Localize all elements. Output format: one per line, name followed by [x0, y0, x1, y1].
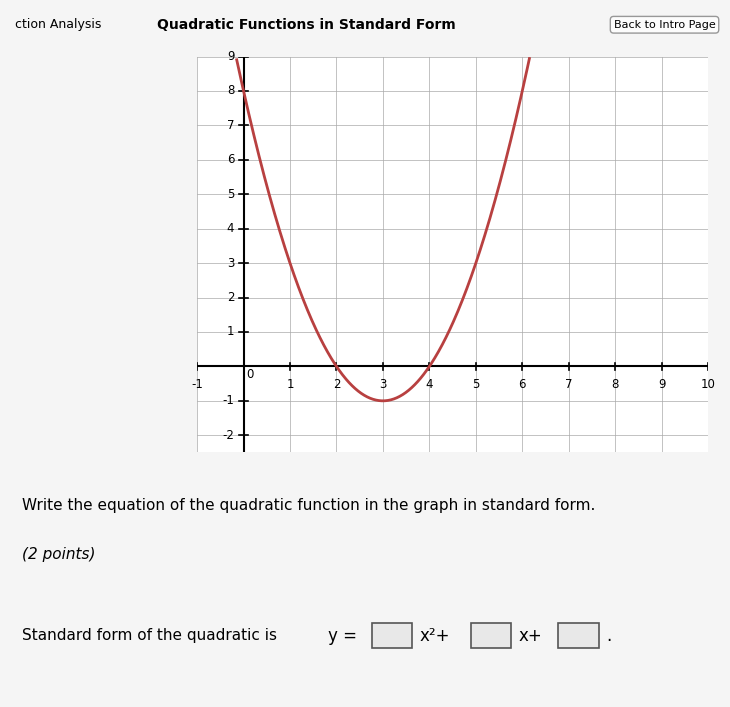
Text: 6: 6 — [227, 153, 234, 166]
Text: 9: 9 — [227, 50, 234, 63]
Text: 7: 7 — [565, 378, 572, 392]
Text: 2: 2 — [227, 291, 234, 304]
Text: 2: 2 — [333, 378, 340, 392]
Text: .: . — [606, 626, 611, 645]
Bar — [372, 623, 412, 648]
Text: 9: 9 — [658, 378, 666, 392]
Text: -1: -1 — [191, 378, 203, 392]
Text: Back to Intro Page: Back to Intro Page — [614, 20, 715, 30]
Text: Quadratic Functions in Standard Form: Quadratic Functions in Standard Form — [157, 18, 456, 32]
Text: Write the equation of the quadratic function in the graph in standard form.: Write the equation of the quadratic func… — [22, 498, 595, 513]
Text: 4: 4 — [227, 222, 234, 235]
Text: 7: 7 — [227, 119, 234, 132]
Text: 5: 5 — [472, 378, 480, 392]
Bar — [471, 623, 511, 648]
Text: -1: -1 — [223, 395, 234, 407]
Text: 5: 5 — [227, 188, 234, 201]
Text: 3: 3 — [379, 378, 387, 392]
Text: ction Analysis: ction Analysis — [15, 18, 101, 31]
Text: 10: 10 — [701, 378, 715, 392]
Text: Standard form of the quadratic is: Standard form of the quadratic is — [22, 629, 282, 643]
Text: 8: 8 — [612, 378, 619, 392]
Text: 1: 1 — [286, 378, 293, 392]
Text: 3: 3 — [227, 257, 234, 269]
Bar — [558, 623, 599, 648]
Text: 6: 6 — [518, 378, 526, 392]
Text: 8: 8 — [227, 85, 234, 98]
Text: 1: 1 — [227, 325, 234, 339]
Text: 0: 0 — [246, 368, 253, 381]
Text: (2 points): (2 points) — [22, 547, 96, 561]
Text: x+: x+ — [518, 626, 542, 645]
Text: 4: 4 — [426, 378, 433, 392]
Text: y =: y = — [328, 626, 358, 645]
Text: x²+: x²+ — [420, 626, 450, 645]
Text: -2: -2 — [223, 428, 234, 442]
